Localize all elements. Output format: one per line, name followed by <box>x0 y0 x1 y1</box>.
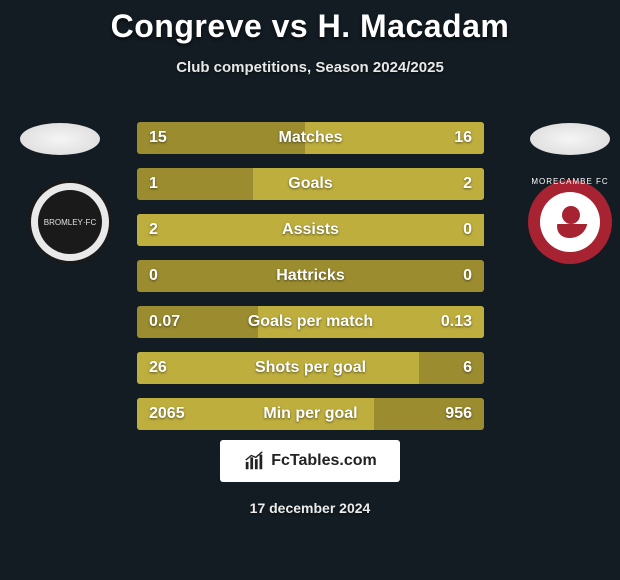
stat-label: Goals per match <box>137 306 484 338</box>
stat-label: Goals <box>137 168 484 200</box>
stat-label: Assists <box>137 214 484 246</box>
page-title: Congreve vs H. Macadam <box>0 0 620 45</box>
stat-row: 00Hattricks <box>137 260 484 292</box>
flag-left <box>20 123 100 155</box>
subtitle: Club competitions, Season 2024/2025 <box>0 59 620 76</box>
stat-row: 1516Matches <box>137 122 484 154</box>
stat-row: 0.070.13Goals per match <box>137 306 484 338</box>
stat-row: 266Shots per goal <box>137 352 484 384</box>
club-badge-right: MORECAMBE FC <box>528 180 612 264</box>
stats-rows-container: 1516Matches 12Goals 20Assists 00Hattricks 0.… <box>137 122 484 444</box>
club-badge-left-text: BROMLEY·FC <box>38 190 102 254</box>
stat-label: Shots per goal <box>137 352 484 384</box>
chart-icon <box>243 450 265 472</box>
club-badge-right-text: MORECAMBE FC <box>528 177 612 186</box>
flag-right <box>530 123 610 155</box>
stat-label: Hattricks <box>137 260 484 292</box>
stat-row: 12Goals <box>137 168 484 200</box>
stat-label: Min per goal <box>137 398 484 430</box>
stat-row: 2065956Min per goal <box>137 398 484 430</box>
stat-label: Matches <box>137 122 484 154</box>
branding-badge: FcTables.com <box>220 440 400 482</box>
club-badge-left: BROMLEY·FC <box>28 180 112 264</box>
date-text: 17 december 2024 <box>0 500 620 516</box>
branding-text: FcTables.com <box>271 452 377 470</box>
stat-row: 20Assists <box>137 214 484 246</box>
